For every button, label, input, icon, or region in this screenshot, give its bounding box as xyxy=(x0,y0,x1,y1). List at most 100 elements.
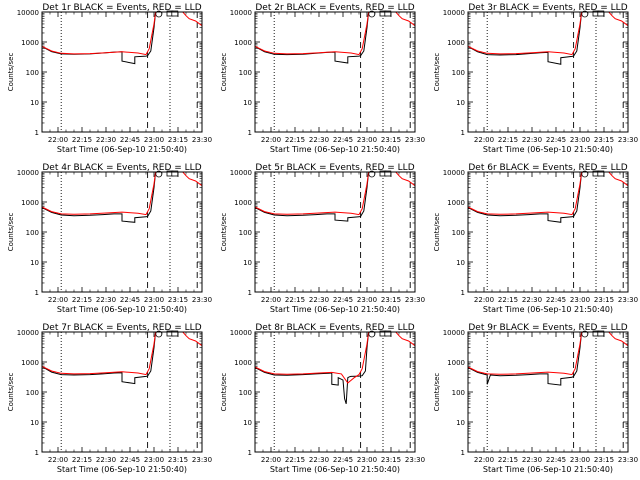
y-tick-label: 10000 xyxy=(230,9,252,17)
y-tick-label: 10000 xyxy=(17,9,39,17)
x-tick-label: 23:30 xyxy=(405,136,425,144)
x-tick-label: 22:15 xyxy=(285,296,305,304)
x-tick-label: 22:30 xyxy=(522,456,542,464)
x-axis-label: Start Time (06-Sep-10 21:50:40) xyxy=(270,145,400,154)
y-tick-label: 1 xyxy=(35,449,39,457)
x-tick-label: 23:00 xyxy=(570,296,590,304)
plot-frame xyxy=(41,331,203,453)
y-tick-label: 10 xyxy=(456,99,465,107)
x-tick-label: 22:45 xyxy=(546,456,566,464)
chart-title: Det 4r BLACK = Events, RED = LLD xyxy=(42,163,201,173)
x-tick-label: 23:15 xyxy=(168,296,188,304)
y-tick-label: 10 xyxy=(30,419,39,427)
saturation-marker xyxy=(597,170,605,177)
y-tick-label: 10 xyxy=(243,259,252,267)
x-tick-label: 22:45 xyxy=(333,296,353,304)
x-tick-label: 23:30 xyxy=(405,456,425,464)
x-tick-label: 23:15 xyxy=(594,136,614,144)
events-series-line xyxy=(41,11,157,65)
y-tick-label: 10 xyxy=(30,99,39,107)
x-tick-label: 23:00 xyxy=(144,296,164,304)
y-tick-label: 10000 xyxy=(230,329,252,337)
plot-frame xyxy=(254,171,416,293)
plot-frame xyxy=(254,331,416,453)
x-tick-label: 22:00 xyxy=(48,456,68,464)
plot-frame xyxy=(467,331,629,453)
y-axis-label: Counts/sec xyxy=(433,53,441,92)
x-tick-label: 22:15 xyxy=(498,456,518,464)
chart-panel: Det 7r BLACK = Events, RED = LLD Counts/s… xyxy=(7,323,212,474)
x-tick-label: 22:15 xyxy=(285,136,305,144)
x-tick-label: 22:00 xyxy=(261,136,281,144)
x-tick-label: 23:00 xyxy=(570,136,590,144)
x-tick-label: 22:00 xyxy=(261,296,281,304)
chart-title: Det 6r BLACK = Events, RED = LLD xyxy=(468,163,627,173)
x-tick-label: 23:30 xyxy=(618,136,638,144)
lld-series-line xyxy=(254,11,416,56)
plot-frame xyxy=(41,11,203,133)
x-tick-label: 22:45 xyxy=(120,136,140,144)
x-tick-label: 23:00 xyxy=(357,136,377,144)
chart-title: Det 7r BLACK = Events, RED = LLD xyxy=(42,323,201,333)
x-tick-label: 22:00 xyxy=(474,456,494,464)
y-tick-label: 1 xyxy=(461,129,465,137)
y-tick-label: 1 xyxy=(461,289,465,297)
x-axis-label: Start Time (06-Sep-10 21:50:40) xyxy=(57,145,187,154)
x-tick-label: 22:30 xyxy=(96,136,116,144)
chart-title: Det 3r BLACK = Events, RED = LLD xyxy=(468,3,627,13)
saturation-marker xyxy=(171,330,179,337)
y-tick-label: 1000 xyxy=(447,359,465,367)
events-series-line xyxy=(254,11,370,64)
y-tick-label: 100 xyxy=(26,229,39,237)
x-axis-label: Start Time (06-Sep-10 21:50:40) xyxy=(270,465,400,474)
x-tick-label: 22:15 xyxy=(72,296,92,304)
x-tick-label: 23:30 xyxy=(192,456,212,464)
y-tick-label: 100 xyxy=(239,69,252,77)
y-tick-label: 1000 xyxy=(234,39,252,47)
chart-title: Det 9r BLACK = Events, RED = LLD xyxy=(468,323,627,333)
y-tick-label: 1000 xyxy=(21,39,39,47)
chart-panel: Det 8r BLACK = Events, RED = LLD Counts/s… xyxy=(220,323,425,474)
x-axis-label: Start Time (06-Sep-10 21:50:40) xyxy=(483,145,613,154)
lld-series-line xyxy=(41,171,203,216)
y-axis-label: Counts/sec xyxy=(7,53,15,92)
y-axis-label: Counts/sec xyxy=(7,213,15,252)
y-tick-label: 10000 xyxy=(230,169,252,177)
x-tick-label: 22:45 xyxy=(546,296,566,304)
chart-panel: Det 2r BLACK = Events, RED = LLD Counts/s… xyxy=(220,3,425,154)
chart-panel: Det 1r BLACK = Events, RED = LLD Counts/s… xyxy=(7,3,212,154)
x-tick-label: 22:45 xyxy=(333,456,353,464)
x-tick-label: 22:30 xyxy=(309,456,329,464)
y-axis-label: Counts/sec xyxy=(220,53,228,92)
x-tick-label: 22:30 xyxy=(96,296,116,304)
y-tick-label: 100 xyxy=(239,229,252,237)
y-tick-label: 10 xyxy=(456,419,465,427)
x-tick-label: 23:00 xyxy=(570,456,590,464)
saturation-marker xyxy=(384,170,392,177)
y-tick-label: 1 xyxy=(35,289,39,297)
saturation-marker xyxy=(171,170,179,177)
chart-panel: Det 4r BLACK = Events, RED = LLD Counts/s… xyxy=(7,163,212,314)
events-series-line xyxy=(467,11,583,65)
plot-frame xyxy=(467,11,629,133)
x-tick-label: 22:15 xyxy=(72,456,92,464)
x-tick-label: 22:00 xyxy=(474,136,494,144)
y-tick-label: 1 xyxy=(35,129,39,137)
x-tick-label: 23:00 xyxy=(144,456,164,464)
y-tick-label: 10 xyxy=(243,419,252,427)
y-tick-label: 100 xyxy=(452,69,465,77)
chart-panel: Det 6r BLACK = Events, RED = LLD Counts/s… xyxy=(433,163,638,314)
x-tick-label: 23:15 xyxy=(594,296,614,304)
x-tick-label: 22:30 xyxy=(96,456,116,464)
y-tick-label: 1000 xyxy=(21,199,39,207)
x-axis-label: Start Time (06-Sep-10 21:50:40) xyxy=(483,305,613,314)
x-tick-label: 22:00 xyxy=(48,136,68,144)
x-tick-label: 23:15 xyxy=(168,456,188,464)
x-tick-label: 22:45 xyxy=(546,136,566,144)
lld-series-line xyxy=(41,11,203,56)
events-series-line xyxy=(467,331,583,386)
lld-series-line xyxy=(467,11,629,56)
y-axis-label: Counts/sec xyxy=(220,373,228,412)
y-tick-label: 10 xyxy=(243,99,252,107)
